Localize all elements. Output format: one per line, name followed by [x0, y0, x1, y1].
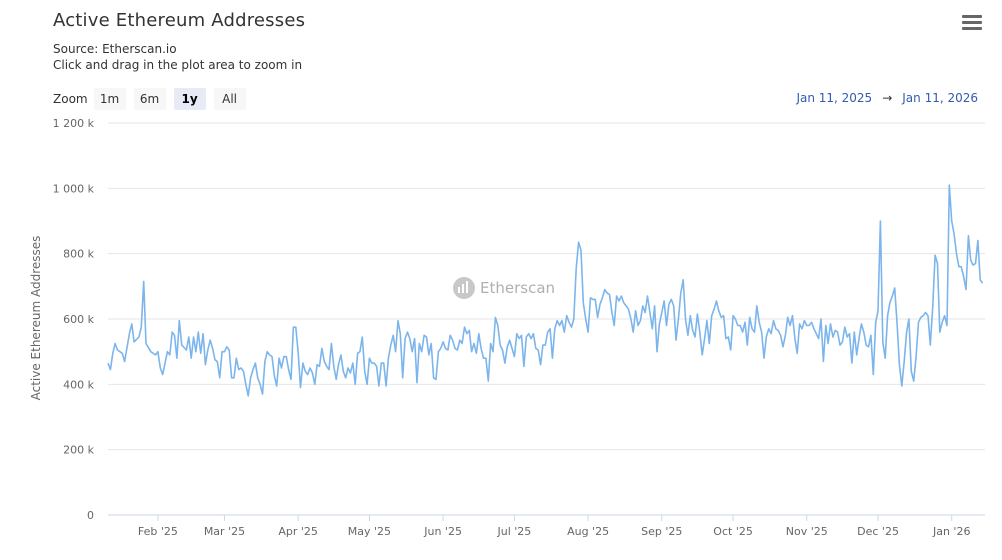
y-tick-label: 1 200 k: [53, 117, 95, 130]
watermark-text: Etherscan: [480, 279, 555, 297]
chart-source: Source: Etherscan.io: [53, 42, 177, 56]
zoom-button-1m[interactable]: 1m: [93, 88, 126, 110]
x-tick-label: Sep '25: [641, 525, 682, 538]
hamburger-menu-icon[interactable]: [962, 15, 982, 33]
y-tick-label: 0: [87, 509, 94, 522]
y-axis-title: Active Ethereum Addresses: [29, 236, 43, 401]
x-tick-label: Jul '25: [497, 525, 532, 538]
x-tick-label: Oct '25: [713, 525, 753, 538]
y-tick-label: 200 k: [63, 444, 94, 457]
y-tick-label: 1 000 k: [53, 182, 95, 195]
zoom-button-1y[interactable]: 1y: [173, 88, 206, 110]
date-range: Jan 11, 2025 → Jan 11, 2026: [796, 91, 978, 105]
x-tick-label: Dec '25: [857, 525, 899, 538]
y-axis-labels: 0 200 k 400 k 600 k 800 k 1 000 k 1 200 k: [53, 117, 95, 522]
date-range-separator: →: [882, 91, 893, 105]
zoom-button-all[interactable]: All: [213, 88, 246, 110]
x-tick-label: Mar '25: [204, 525, 245, 538]
x-axis-labels: Feb '25 Mar '25 Apr '25 May '25 Jun '25 Jul '…: [138, 515, 970, 538]
y-tick-label: 600 k: [63, 313, 94, 326]
etherscan-watermark: Etherscan: [453, 277, 555, 299]
zoom-selector: Zoom 1m 6m 1y All: [53, 88, 254, 110]
chart-title: Active Ethereum Addresses: [53, 10, 306, 31]
series-line-active-addresses: [107, 184, 984, 397]
x-tick-label: Feb '25: [138, 525, 178, 538]
x-tick-label: Aug '25: [567, 525, 609, 538]
date-range-from[interactable]: Jan 11, 2025: [796, 91, 873, 105]
zoom-label: Zoom: [53, 92, 88, 106]
grid-lines: [108, 122, 985, 451]
zoom-button-6m[interactable]: 6m: [133, 88, 166, 110]
y-tick-label: 800 k: [63, 248, 94, 261]
chart-zoom-hint: Click and drag in the plot area to zoom …: [53, 58, 303, 72]
x-tick-label: May '25: [348, 525, 391, 538]
x-tick-label: Apr '25: [278, 525, 318, 538]
x-tick-label: Nov '25: [786, 525, 828, 538]
x-tick-label: Jun '25: [423, 525, 462, 538]
x-tick-label: Jan '26: [932, 525, 970, 538]
date-range-to[interactable]: Jan 11, 2026: [902, 91, 978, 105]
y-tick-label: 400 k: [63, 378, 94, 391]
